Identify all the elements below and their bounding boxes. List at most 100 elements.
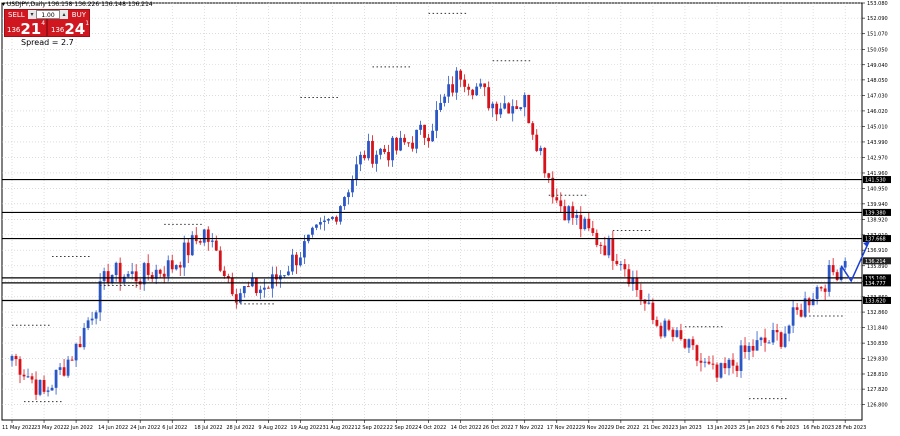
candle-body	[222, 270, 226, 276]
candle-body	[282, 275, 286, 277]
candle-body	[274, 274, 278, 280]
candle-body	[42, 379, 46, 392]
candle-body	[735, 365, 739, 371]
candle-body	[18, 359, 22, 375]
buy-button[interactable]: BUY 136241	[47, 9, 90, 38]
price-tick-label: 131.840	[867, 326, 888, 332]
candle-body	[487, 87, 491, 109]
candle-body	[419, 124, 422, 130]
candle-body	[543, 147, 547, 174]
candle-body	[114, 262, 118, 276]
candle-body	[755, 340, 759, 351]
candle-body	[631, 278, 635, 284]
candle-body	[827, 265, 831, 292]
candle-body	[347, 192, 350, 198]
level-tag	[863, 274, 891, 282]
candle-body	[262, 287, 266, 290]
candle-body	[367, 140, 370, 159]
candle-body	[551, 177, 555, 198]
candle-body	[102, 271, 106, 282]
sell-label: SELL	[8, 11, 25, 19]
level-tag	[863, 208, 891, 216]
price-tick-label: 148.050	[867, 78, 888, 84]
candle-body	[707, 361, 711, 364]
current-price-label: 136.214	[865, 259, 886, 265]
candle-body	[335, 216, 338, 222]
candle-body	[763, 337, 767, 343]
candle-body	[795, 307, 799, 310]
candle-body	[10, 356, 14, 361]
candle-body	[142, 263, 146, 285]
candle-body	[126, 273, 130, 277]
candle-body	[591, 228, 595, 233]
price-tick-label: 149.040	[867, 63, 888, 69]
sell-price: 136214	[7, 19, 45, 38]
candle-body	[90, 318, 94, 321]
candle-body	[50, 387, 54, 391]
price-tick-label: 129.830	[867, 356, 888, 362]
candle-body	[391, 137, 394, 161]
time-tick-label: 6 Feb 2023	[771, 425, 799, 431]
sell-price-big: 21	[20, 20, 42, 38]
time-tick-label: 4 Oct 2022	[419, 425, 447, 431]
candle-body	[307, 234, 310, 242]
level-label: 139.380	[865, 210, 886, 216]
candle-body	[843, 261, 847, 268]
candle-body	[463, 79, 467, 87]
candle-body	[62, 367, 66, 376]
candle-body	[531, 123, 535, 135]
candle-body	[218, 250, 222, 271]
candle-body	[831, 265, 835, 273]
candle-body	[327, 218, 330, 221]
candle-body	[547, 173, 551, 178]
candle-body	[743, 345, 747, 352]
candle-body	[371, 140, 374, 164]
candle-body	[619, 264, 623, 266]
candle-body	[423, 124, 426, 138]
candle-body	[162, 273, 166, 277]
candle-body	[339, 206, 342, 222]
price-tick-label: 147.030	[867, 93, 888, 99]
candle-body	[383, 148, 386, 153]
candle-body	[819, 287, 823, 289]
candle-body	[675, 330, 679, 337]
candle-body	[471, 89, 475, 96]
candle-body	[703, 361, 707, 363]
time-tick-label: 29 Nov 2022	[579, 425, 611, 431]
lot-increase-icon[interactable]: ▴	[60, 10, 68, 19]
candle-body	[379, 148, 382, 155]
candle-body	[643, 299, 647, 304]
candle-body	[355, 164, 358, 180]
lot-size-input[interactable]: 1.00	[36, 10, 60, 19]
candle-body	[479, 83, 483, 87]
lot-decrease-icon[interactable]: ▾	[28, 10, 36, 19]
candle-body	[238, 293, 242, 303]
price-tick-label: 128.810	[867, 372, 888, 378]
candle-body	[290, 254, 294, 272]
candle-body	[799, 309, 803, 317]
candle-body	[294, 254, 298, 266]
candle-body	[407, 142, 410, 144]
candle-body	[311, 227, 314, 235]
candle-body	[54, 369, 58, 388]
candle-body	[254, 278, 258, 294]
candle-body	[579, 215, 583, 230]
level-label: 137.668	[865, 237, 886, 243]
candle-body	[807, 298, 811, 306]
candle-body	[399, 137, 402, 151]
candle-body	[411, 142, 414, 149]
level-tag	[863, 176, 891, 184]
candle-body	[166, 260, 170, 277]
candle-body	[607, 238, 611, 256]
candle-body	[118, 262, 122, 283]
time-tick-label: 31 Aug 2022	[322, 425, 354, 431]
candle-body	[447, 84, 451, 97]
candle-body	[739, 345, 743, 371]
buy-price-prefix: 136	[51, 26, 65, 34]
candle-body	[555, 197, 559, 201]
candle-body	[803, 298, 807, 317]
candle-body	[747, 345, 751, 352]
candle-body	[375, 154, 378, 164]
candle-body	[110, 275, 114, 283]
